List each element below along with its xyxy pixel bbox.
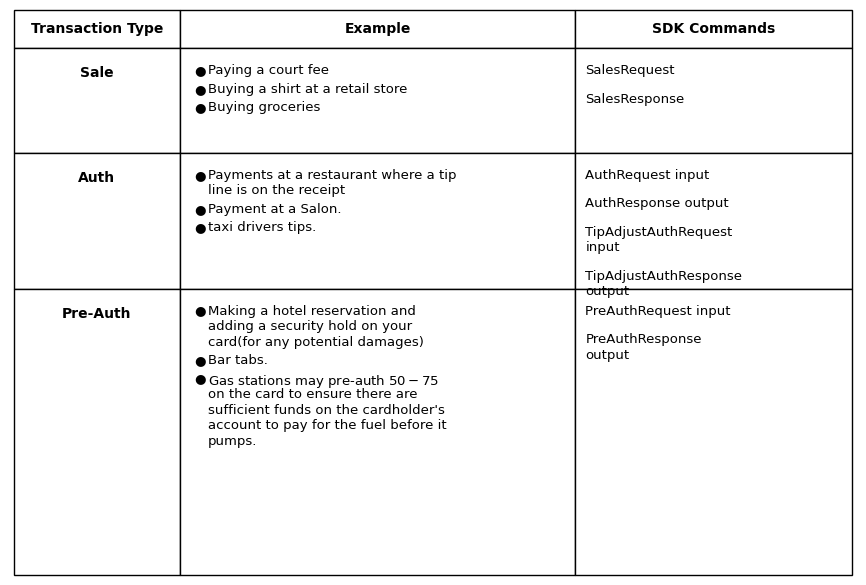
Text: ●: ● xyxy=(194,169,205,182)
Text: PreAuthResponse: PreAuthResponse xyxy=(585,333,702,346)
Text: Making a hotel reservation and: Making a hotel reservation and xyxy=(208,305,416,318)
Text: pumps.: pumps. xyxy=(208,435,257,448)
Text: ●: ● xyxy=(194,373,205,386)
Text: Buying a shirt at a retail store: Buying a shirt at a retail store xyxy=(208,83,407,96)
Text: Transaction Type: Transaction Type xyxy=(31,22,163,36)
Text: card(for any potential damages): card(for any potential damages) xyxy=(208,336,423,349)
Text: ●: ● xyxy=(194,222,205,235)
Text: ●: ● xyxy=(194,203,205,216)
Text: Pre-Auth: Pre-Auth xyxy=(62,307,132,321)
Bar xyxy=(14,10,180,49)
Text: input: input xyxy=(585,242,620,254)
Text: on the card to ensure there are: on the card to ensure there are xyxy=(208,388,417,401)
Text: Paying a court fee: Paying a court fee xyxy=(208,64,329,77)
Bar xyxy=(576,288,852,575)
Text: Example: Example xyxy=(345,22,410,36)
Text: Payments at a restaurant where a tip: Payments at a restaurant where a tip xyxy=(208,169,456,182)
Text: account to pay for the fuel before it: account to pay for the fuel before it xyxy=(208,419,447,432)
Bar xyxy=(14,49,180,153)
Text: Bar tabs.: Bar tabs. xyxy=(208,354,268,367)
Text: AuthResponse output: AuthResponse output xyxy=(585,198,729,211)
Text: adding a security hold on your: adding a security hold on your xyxy=(208,320,412,333)
Bar xyxy=(576,49,852,153)
Text: AuthRequest input: AuthRequest input xyxy=(585,169,710,182)
Text: output: output xyxy=(585,285,630,298)
Bar xyxy=(14,288,180,575)
Text: SDK Commands: SDK Commands xyxy=(652,22,775,36)
Text: ●: ● xyxy=(194,305,205,318)
Text: sufficient funds on the cardholder's: sufficient funds on the cardholder's xyxy=(208,404,445,417)
Text: TipAdjustAuthRequest: TipAdjustAuthRequest xyxy=(585,226,733,239)
Text: taxi drivers tips.: taxi drivers tips. xyxy=(208,222,316,235)
Text: TipAdjustAuthResponse: TipAdjustAuthResponse xyxy=(585,270,742,283)
Text: Gas stations may pre-auth $50-$75: Gas stations may pre-auth $50-$75 xyxy=(208,373,439,390)
Text: ●: ● xyxy=(194,83,205,96)
Text: ●: ● xyxy=(194,64,205,77)
Text: PreAuthRequest input: PreAuthRequest input xyxy=(585,305,731,318)
Text: ●: ● xyxy=(194,354,205,367)
Bar xyxy=(180,288,576,575)
Text: Payment at a Salon.: Payment at a Salon. xyxy=(208,203,341,216)
Bar xyxy=(180,10,576,49)
Text: line is on the receipt: line is on the receipt xyxy=(208,184,345,198)
Text: ●: ● xyxy=(194,101,205,115)
Text: Auth: Auth xyxy=(79,171,115,185)
Bar xyxy=(180,49,576,153)
Text: Sale: Sale xyxy=(81,67,113,80)
Text: SalesResponse: SalesResponse xyxy=(585,93,685,106)
Text: output: output xyxy=(585,349,630,362)
Bar xyxy=(576,153,852,288)
Text: Buying groceries: Buying groceries xyxy=(208,101,320,115)
Text: SalesRequest: SalesRequest xyxy=(585,64,675,77)
Bar xyxy=(180,153,576,288)
Bar xyxy=(576,10,852,49)
Bar xyxy=(14,153,180,288)
